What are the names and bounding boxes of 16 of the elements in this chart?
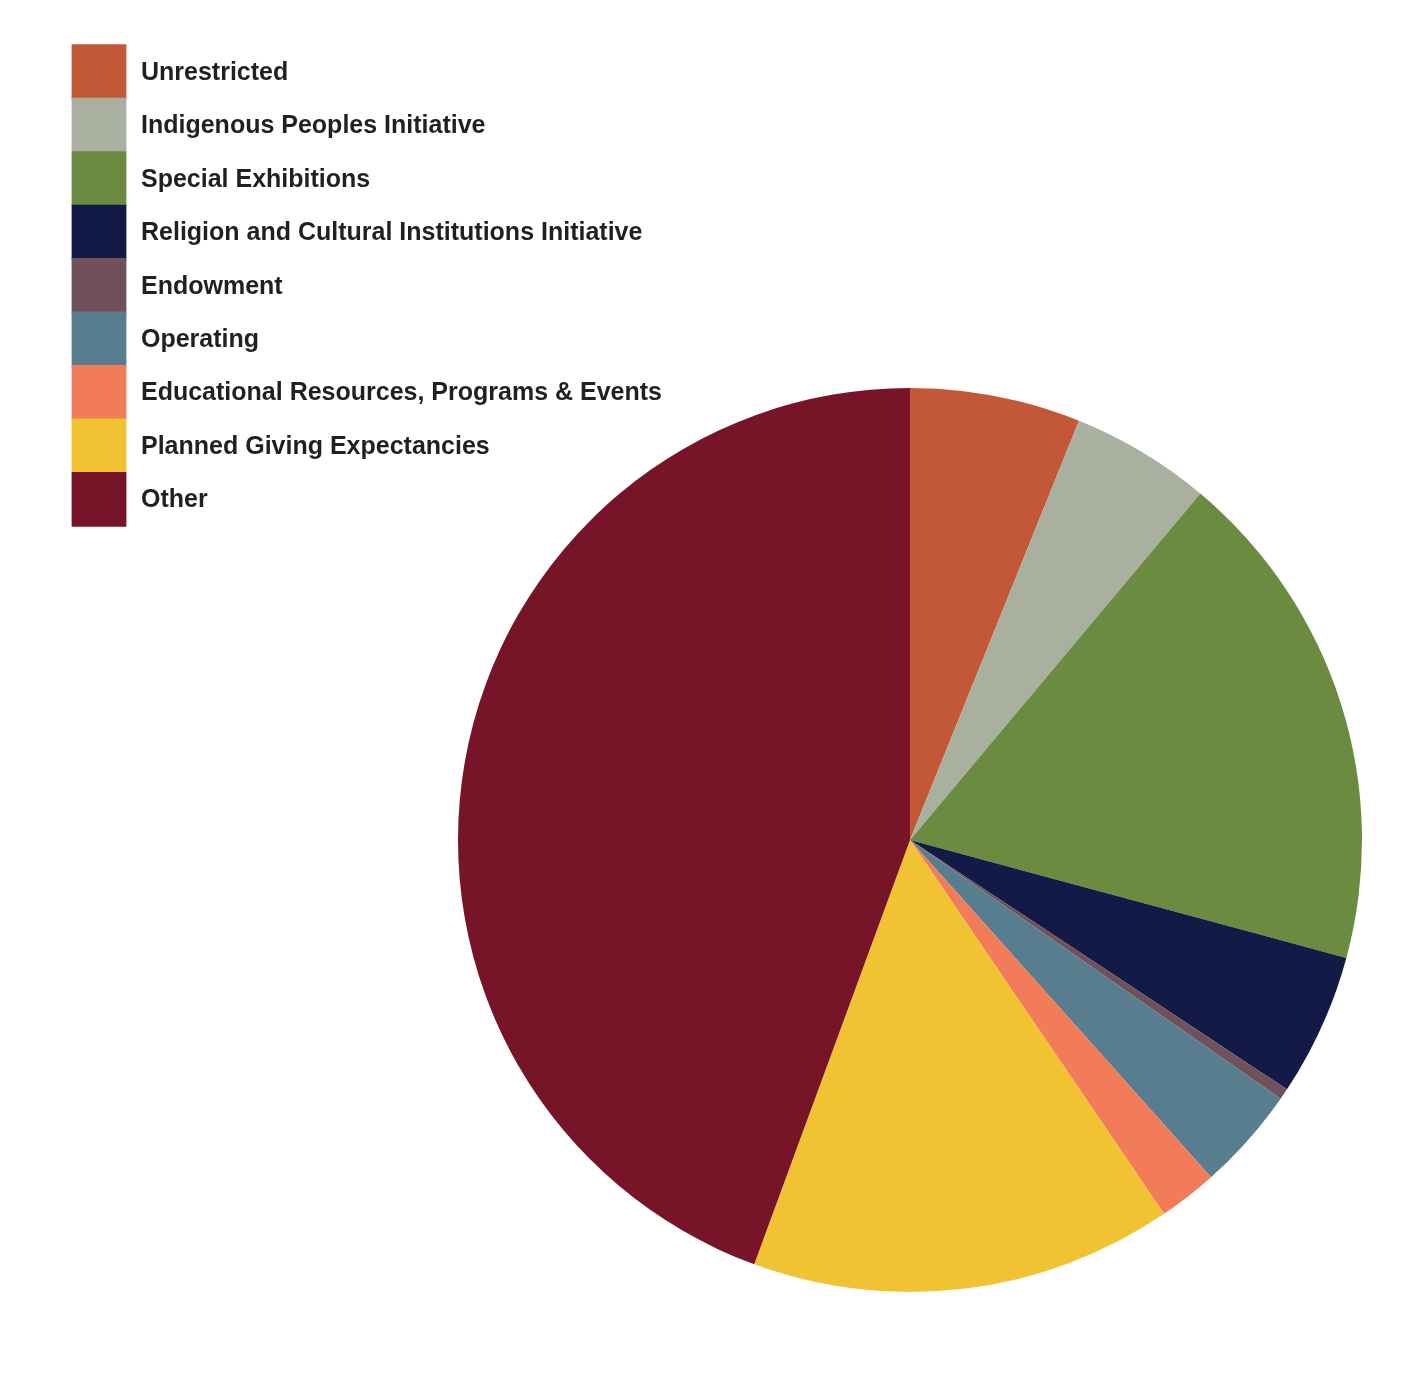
legend-label: Unrestricted (141, 56, 289, 85)
pie-slice (910, 493, 1362, 958)
pie-slice (754, 840, 1165, 1292)
pie-slice (910, 840, 1212, 1214)
legend-label: Educational Resources, Programs & Events (141, 377, 663, 406)
legend-label: Other (141, 484, 208, 513)
legend-label: Endowment (141, 270, 284, 299)
pie-slice (910, 388, 1080, 840)
legend-label: Religion and Cultural Institutions Initiative (141, 217, 643, 246)
legend-label: Planned Giving Expectancies (141, 430, 490, 459)
legend-label: Operating (141, 323, 260, 352)
legend-label: Special Exhibitions (141, 163, 371, 192)
legend-label: Indigenous Peoples Initiative (141, 110, 486, 139)
pie-slice (910, 420, 1201, 840)
pie-slice (910, 840, 1281, 1178)
pie-slice (910, 840, 1347, 1090)
